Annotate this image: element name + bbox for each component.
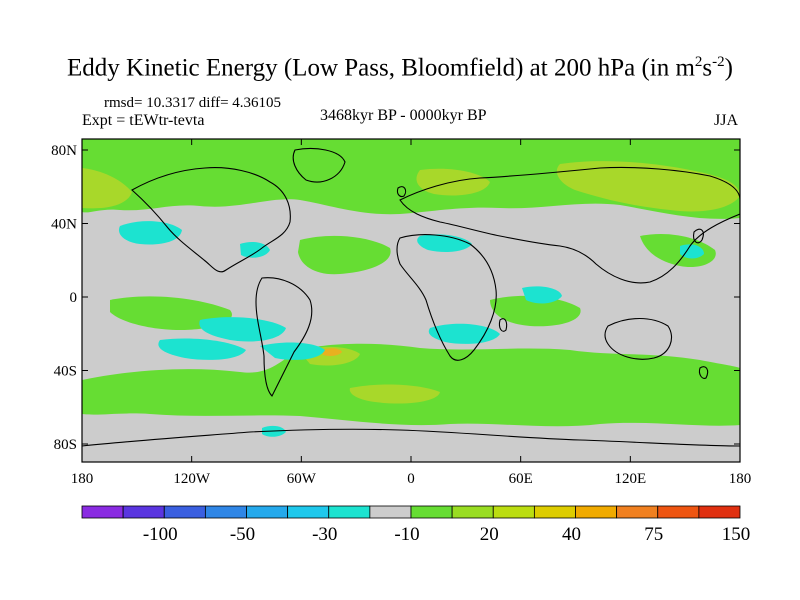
anomaly-negative-atlantic bbox=[240, 242, 270, 258]
colorbar-label: -100 bbox=[143, 524, 178, 545]
colorbar-box bbox=[328, 505, 371, 519]
y-tick-label: 40N bbox=[51, 217, 77, 233]
anomaly-negative-tropical-pacific bbox=[199, 317, 286, 342]
y-tick-label: 80N bbox=[51, 143, 77, 159]
x-tick-label: 0 bbox=[407, 471, 415, 487]
coastline-antarctica bbox=[82, 428, 740, 447]
colorbar-box bbox=[369, 505, 412, 519]
y-tick-label: 40S bbox=[54, 364, 77, 380]
anomaly-positive-indian bbox=[490, 295, 581, 327]
coastline-south-america bbox=[255, 277, 313, 397]
x-tick-label: 180 bbox=[729, 471, 752, 487]
colorbar-label: -30 bbox=[312, 524, 337, 545]
anomaly-positive-south-band bbox=[82, 343, 740, 427]
coastline-north-america bbox=[131, 167, 291, 273]
x-tick-label: 120E bbox=[614, 471, 646, 487]
experiment-label: Expt = tEWtr-tevta bbox=[82, 112, 205, 129]
x-tick-label: 120W bbox=[173, 471, 211, 487]
x-tick-label: 180 bbox=[71, 471, 94, 487]
coastlines bbox=[82, 147, 740, 447]
anomaly-negative-indian bbox=[522, 286, 562, 304]
colorbar-box bbox=[575, 505, 618, 519]
x-axis: 180 120W 60W 0 60E 120E 180 bbox=[71, 139, 752, 487]
colorbar-label: 40 bbox=[562, 524, 581, 545]
period-label: 3468kyr BP - 0000kyr BP bbox=[320, 107, 487, 124]
season-label: JJA bbox=[714, 112, 739, 129]
anomaly-high-south-ocean bbox=[349, 384, 440, 404]
colorbar-label: 150 bbox=[722, 524, 751, 545]
coastline-new-zealand bbox=[698, 366, 709, 379]
colorbar-label: -10 bbox=[394, 524, 419, 545]
coastline-australia bbox=[604, 318, 672, 360]
colorbar-box bbox=[204, 505, 247, 519]
y-tick-label: 0 bbox=[70, 290, 78, 306]
anomaly-negative-north-pacific bbox=[118, 221, 182, 245]
colorbar-box bbox=[81, 505, 124, 519]
coastline-madagascar bbox=[498, 318, 508, 332]
colorbar-box bbox=[657, 505, 700, 519]
coastline-greenland bbox=[292, 147, 346, 183]
x-tick-label: 60E bbox=[509, 471, 533, 487]
anomaly-peak-south-atlantic bbox=[322, 348, 342, 356]
anomaly-negative-south-pacific bbox=[158, 338, 246, 360]
anomaly-positive-atlantic bbox=[298, 235, 391, 275]
coastline-eurasia bbox=[399, 166, 740, 284]
colorbar-box bbox=[533, 505, 576, 519]
colorbar-box bbox=[287, 505, 330, 519]
y-tick-label: 80S bbox=[54, 437, 77, 453]
colorbar-box bbox=[616, 505, 659, 519]
map-area bbox=[82, 139, 740, 462]
colorbar-box bbox=[246, 505, 289, 519]
coastline-japan bbox=[693, 228, 704, 244]
anomaly-field bbox=[82, 139, 740, 437]
colorbar-label: 20 bbox=[480, 524, 499, 545]
anomaly-high-north-pacific-west bbox=[82, 168, 132, 209]
colorbar-box bbox=[492, 505, 535, 519]
y-axis: 80N 40N 0 40S 80S bbox=[51, 143, 740, 453]
colorbar-box bbox=[122, 505, 165, 519]
colorbar-label: 75 bbox=[644, 524, 663, 545]
coastline-uk bbox=[396, 186, 407, 198]
colorbar-box bbox=[163, 505, 206, 519]
anomaly-negative-south-america-east bbox=[260, 342, 325, 360]
x-tick-label: 60W bbox=[287, 471, 317, 487]
colorbar-label: -50 bbox=[230, 524, 255, 545]
anomaly-positive-north-band bbox=[82, 139, 740, 219]
coastline-africa bbox=[396, 234, 497, 361]
anomaly-high-siberia bbox=[556, 161, 740, 212]
stats-label: rmsd= 10.3317 diff= 4.36105 bbox=[104, 95, 282, 111]
colorbar-box bbox=[410, 505, 453, 519]
colorbar: -100 -50 -30 -10 20 40 75 150 bbox=[81, 505, 751, 545]
anomaly-negative-pacific-east bbox=[680, 244, 704, 259]
figure-title: Eddy Kinetic Energy (Low Pass, Bloomfiel… bbox=[67, 54, 733, 82]
colorbar-box bbox=[451, 505, 494, 519]
colorbar-box bbox=[698, 505, 741, 519]
